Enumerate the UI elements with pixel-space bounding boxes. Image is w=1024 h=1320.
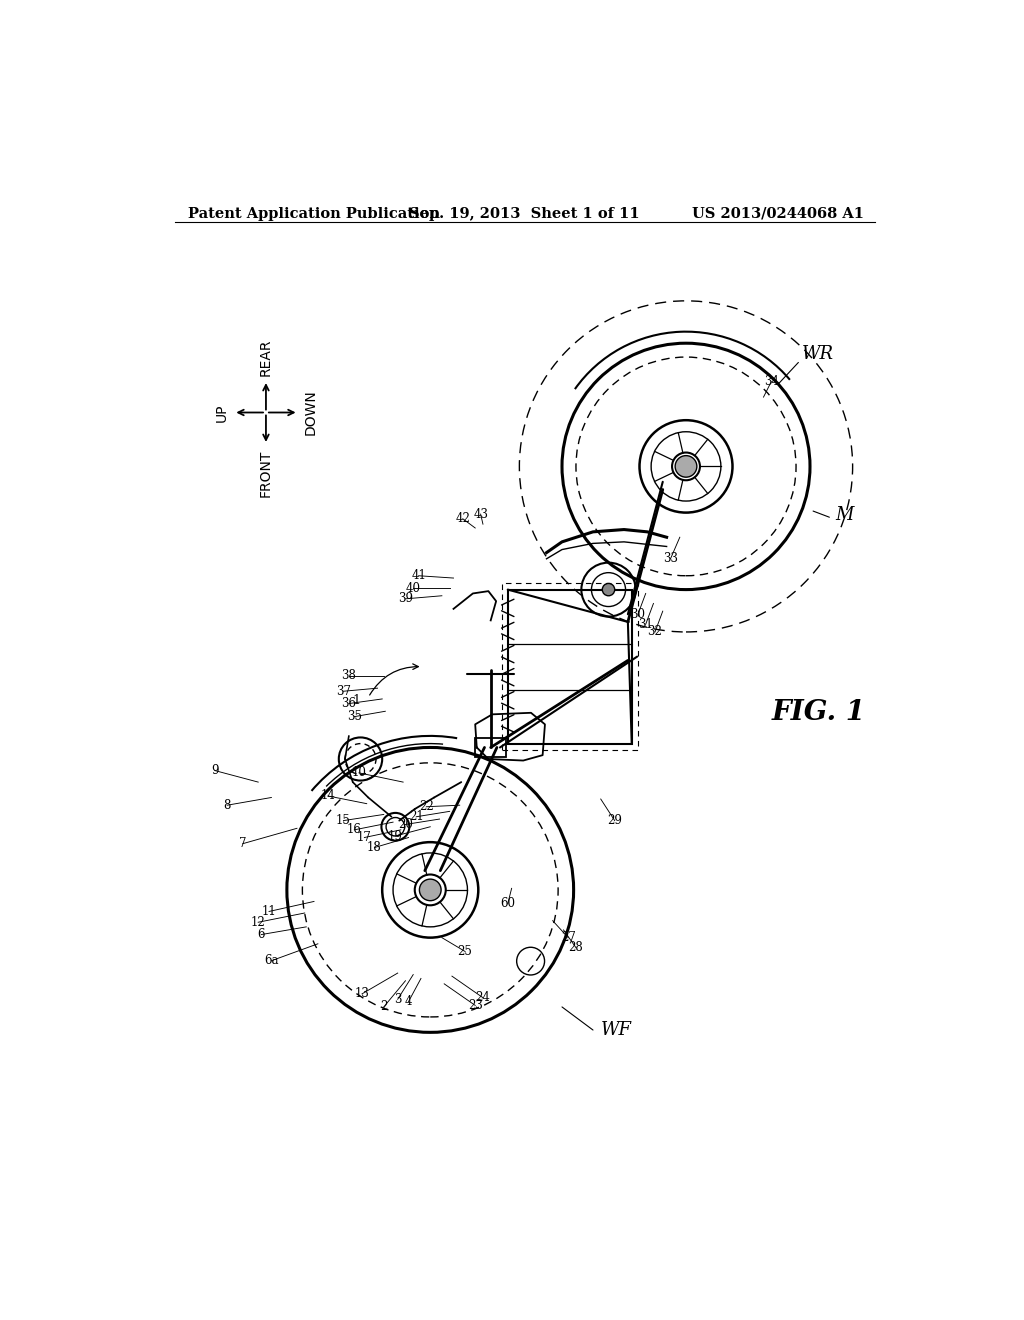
Text: 33: 33: [663, 552, 678, 565]
Text: M: M: [835, 507, 853, 524]
Text: 12: 12: [251, 916, 265, 929]
Text: 37: 37: [336, 685, 351, 698]
Text: 9: 9: [211, 764, 218, 777]
Text: 17: 17: [357, 832, 372, 843]
Text: 20: 20: [398, 818, 413, 832]
Text: 60: 60: [501, 898, 515, 911]
Text: Sep. 19, 2013  Sheet 1 of 11: Sep. 19, 2013 Sheet 1 of 11: [410, 207, 640, 220]
Text: 2: 2: [380, 1001, 387, 1014]
Text: 40: 40: [406, 582, 421, 594]
Text: Patent Application Publication: Patent Application Publication: [188, 207, 440, 220]
Text: 28: 28: [568, 941, 584, 954]
Circle shape: [420, 879, 441, 900]
Text: 10: 10: [351, 767, 367, 779]
Circle shape: [423, 882, 438, 898]
Text: 7: 7: [239, 837, 247, 850]
Text: 31: 31: [638, 618, 653, 631]
Text: 25: 25: [458, 945, 472, 958]
Text: 36: 36: [341, 697, 356, 710]
Circle shape: [602, 583, 614, 595]
Text: 42: 42: [456, 512, 470, 525]
Circle shape: [675, 455, 697, 478]
Text: 39: 39: [398, 593, 413, 606]
Text: 15: 15: [336, 814, 351, 828]
Text: 21: 21: [409, 810, 424, 824]
Text: 13: 13: [354, 987, 370, 1001]
Text: 18: 18: [367, 841, 382, 854]
Text: 27: 27: [561, 931, 575, 944]
Text: REAR: REAR: [259, 338, 273, 376]
Text: UP: UP: [215, 403, 228, 422]
Text: 4: 4: [404, 995, 413, 1008]
Text: 8: 8: [223, 799, 230, 812]
Text: 43: 43: [473, 508, 488, 520]
Circle shape: [680, 461, 692, 473]
Text: 19: 19: [388, 829, 402, 842]
Text: 35: 35: [347, 710, 361, 723]
Text: 34: 34: [764, 375, 778, 388]
Text: 22: 22: [419, 800, 434, 813]
Text: 6: 6: [258, 928, 265, 941]
Text: 38: 38: [341, 669, 356, 682]
Text: 3: 3: [394, 993, 401, 1006]
Text: WR: WR: [802, 345, 835, 363]
Text: 16: 16: [347, 824, 361, 837]
Text: 30: 30: [631, 607, 645, 620]
Text: DOWN: DOWN: [303, 389, 317, 436]
Text: 14: 14: [321, 789, 336, 803]
Text: 23: 23: [468, 999, 482, 1012]
Text: 29: 29: [607, 814, 623, 828]
Text: FIG. 1: FIG. 1: [771, 700, 865, 726]
Text: 11: 11: [262, 906, 276, 917]
Text: WF: WF: [601, 1020, 632, 1039]
Text: 24: 24: [475, 991, 490, 1005]
Text: 32: 32: [647, 626, 663, 639]
Text: 41: 41: [412, 569, 426, 582]
Text: 1: 1: [352, 693, 360, 706]
Text: US 2013/0244068 A1: US 2013/0244068 A1: [692, 207, 864, 220]
Text: FRONT: FRONT: [259, 449, 273, 496]
Text: 6a: 6a: [264, 954, 279, 968]
